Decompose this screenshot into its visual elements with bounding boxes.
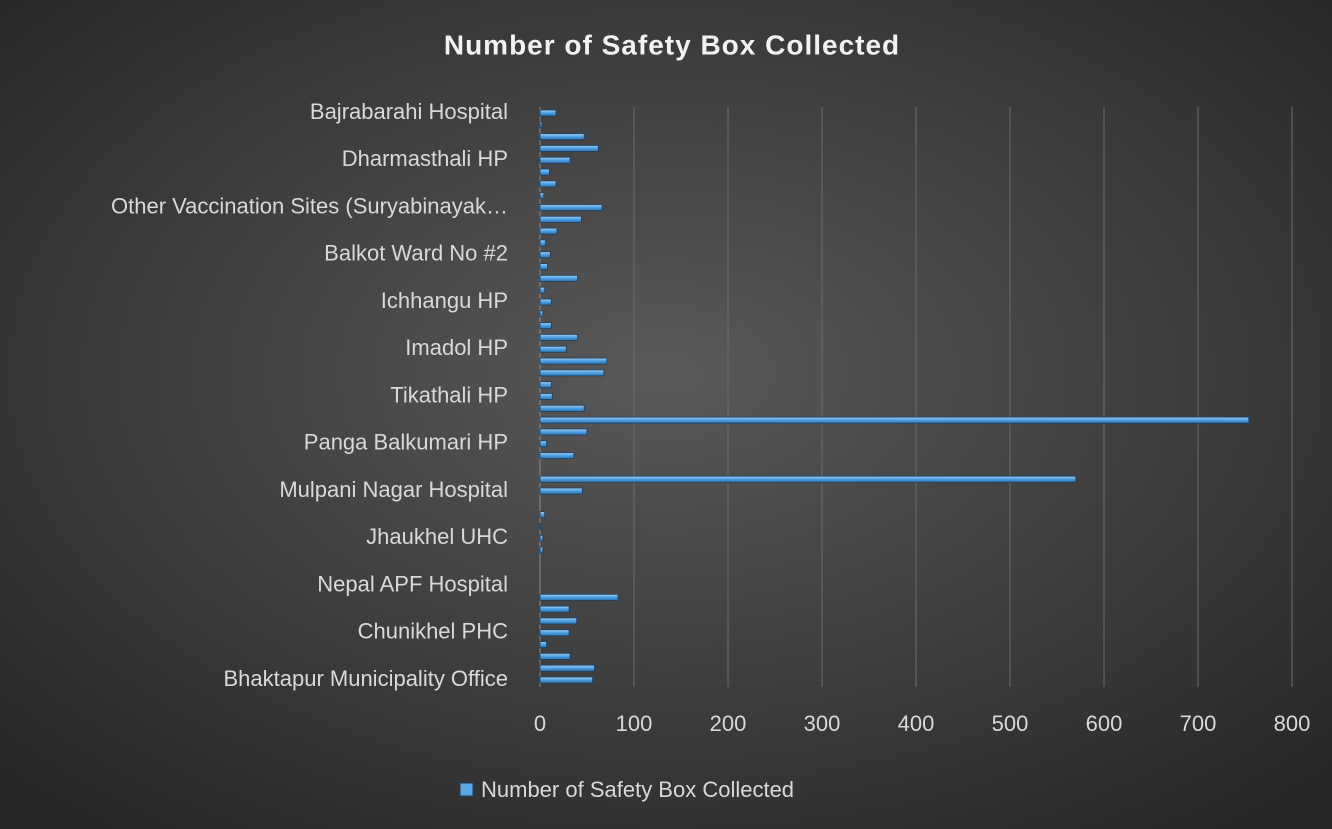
y-tick-label: Bajrabarahi Hospital [310, 99, 508, 124]
bar [539, 593, 619, 601]
bar [539, 227, 558, 235]
x-tick-label: 200 [710, 711, 747, 736]
y-tick-label: Panga Balkumari HP [304, 430, 508, 455]
bar [539, 475, 1077, 483]
bar [539, 168, 550, 176]
x-tick-label: 400 [898, 711, 935, 736]
bar [539, 428, 588, 436]
chart-title: Number of Safety Box Collected [444, 29, 900, 60]
bar [539, 523, 542, 530]
bar [539, 109, 557, 117]
bar [539, 676, 594, 684]
bar [539, 629, 570, 637]
legend-label: Number of Safety Box Collected [481, 777, 794, 802]
bar [539, 641, 547, 648]
bar [539, 133, 585, 141]
x-tick-label: 500 [992, 711, 1029, 736]
bar [539, 664, 595, 672]
x-tick-label: 800 [1274, 711, 1311, 736]
y-tick-label: Dharmasthali HP [342, 146, 508, 171]
bar [539, 298, 552, 306]
bar [539, 345, 567, 353]
bar [539, 180, 557, 188]
bar [539, 416, 1250, 424]
y-tick-label: Jhaukhel UHC [366, 524, 508, 549]
y-tick-label: Balkot Ward No #2 [324, 241, 508, 266]
bar [539, 334, 578, 341]
y-tick-label: Mulpani Nagar Hospital [279, 477, 508, 502]
x-tick-label: 0 [534, 711, 546, 736]
bar [539, 239, 547, 247]
bar [539, 274, 578, 282]
y-tick-label: Bhaktapur Municipality Office [223, 666, 508, 691]
bar [539, 204, 603, 211]
bar [539, 192, 545, 200]
y-tick-label: Chunikhel PHC [358, 619, 509, 644]
bar [539, 357, 608, 365]
bar [539, 310, 544, 318]
x-tick-label: 300 [804, 711, 841, 736]
bar [539, 452, 575, 459]
bar [539, 393, 553, 400]
x-tick-label: 100 [616, 711, 653, 736]
bar [539, 511, 546, 519]
bar [539, 215, 582, 223]
bar [539, 605, 570, 613]
bar [539, 369, 605, 377]
bar [539, 121, 543, 129]
bar [539, 617, 578, 625]
bar [539, 487, 583, 495]
bar [539, 404, 585, 412]
bar [539, 440, 547, 448]
y-tick-label: Other Vaccination Sites (Suryabinayak… [111, 193, 508, 218]
bar [539, 251, 551, 259]
bar [539, 381, 552, 389]
bar [539, 322, 552, 330]
bar [539, 652, 571, 660]
y-tick-label: Nepal APF Hospital [317, 571, 508, 596]
bar [539, 156, 571, 164]
bar [539, 286, 546, 294]
bar [539, 546, 544, 554]
bar [539, 145, 599, 152]
bar [539, 263, 548, 270]
bar [539, 534, 544, 542]
x-tick-label: 700 [1180, 711, 1217, 736]
y-tick-label: Ichhangu HP [381, 288, 508, 313]
y-tick-label: Imadol HP [405, 335, 508, 360]
y-tick-label: Tikathali HP [390, 382, 508, 407]
x-tick-label: 600 [1086, 711, 1123, 736]
legend-swatch [459, 782, 474, 797]
